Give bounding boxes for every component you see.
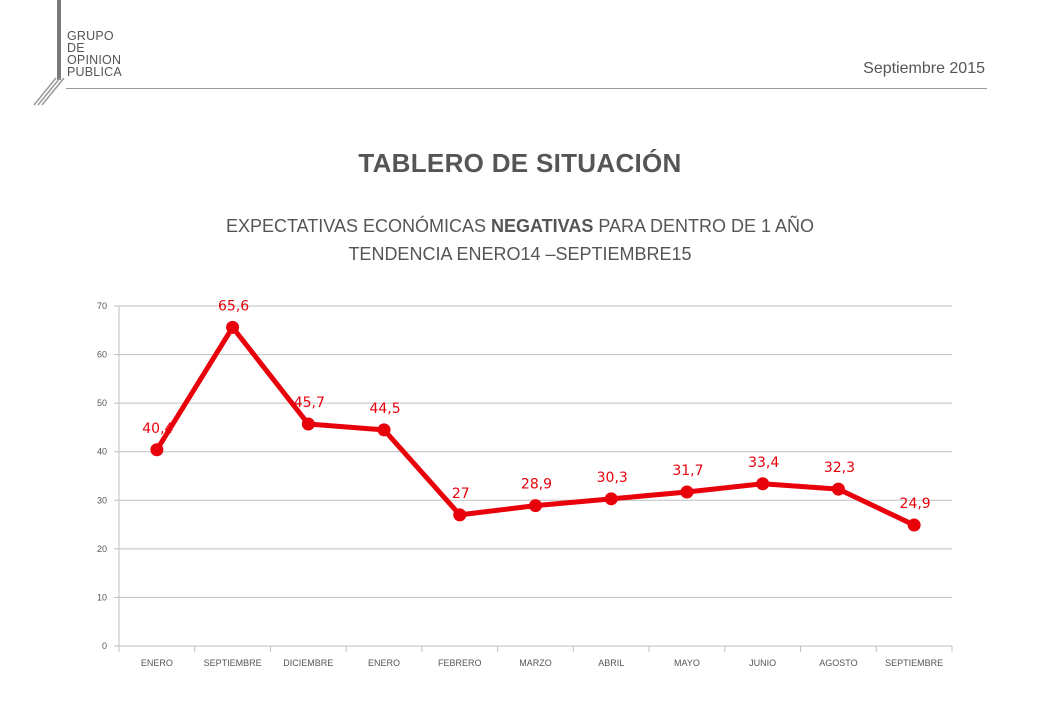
logo-mark — [33, 0, 65, 106]
subtitle-line-2: TENDENCIA ENERO14 –SEPTIEMBRE15 — [348, 244, 692, 264]
x-tick-label: AGOSTO — [819, 658, 857, 668]
x-tick-label: ENERO — [368, 658, 400, 668]
data-label: 65,6 — [218, 298, 249, 314]
x-tick-label: MARZO — [519, 658, 552, 668]
data-label: 27 — [452, 486, 470, 502]
data-label: 44,5 — [369, 401, 400, 417]
data-point — [377, 423, 391, 437]
data-point — [150, 443, 164, 457]
header-divider — [66, 88, 987, 89]
data-label: 28,9 — [521, 477, 552, 493]
data-point — [453, 508, 467, 522]
subtitle-text: EXPECTATIVAS ECONÓMICAS — [225, 216, 491, 236]
x-tick-label: JUNIO — [749, 658, 776, 668]
header-date: Septiembre 2015 — [863, 60, 985, 77]
x-tick-label: DICIEMBRE — [283, 658, 333, 668]
logo-text: GRUPO DE OPINION PUBLICA — [67, 29, 122, 79]
y-tick-label: 50 — [97, 398, 107, 408]
data-label: 30,3 — [597, 470, 628, 486]
data-point — [529, 499, 542, 513]
data-point — [680, 485, 694, 499]
data-label: 40,4 — [142, 421, 173, 437]
x-tick-label: MAYO — [674, 658, 700, 668]
x-tick-label: SEPTIEMBRE — [204, 658, 262, 668]
logo-line: DE — [67, 41, 85, 55]
data-point — [301, 417, 315, 431]
subtitle-emphasis: NEGATIVAS — [490, 216, 594, 236]
logo-line: PUBLICA — [67, 65, 122, 79]
y-tick-label: 20 — [97, 544, 107, 554]
data-point — [907, 518, 921, 532]
page-title: TABLERO DE SITUACIÓN — [358, 148, 682, 178]
y-tick-label: 40 — [97, 447, 107, 457]
y-tick-label: 10 — [97, 592, 107, 602]
subtitle-text: PARA DENTRO DE 1 AÑO — [593, 216, 815, 236]
data-label: 33,4 — [748, 455, 779, 471]
subtitle-line-1: EXPECTATIVAS ECONÓMICAS NEGATIVAS PARA D… — [0, 212, 1040, 240]
data-label: 32,3 — [824, 460, 855, 476]
logo-line: OPINION — [67, 53, 122, 67]
chart-subtitle: EXPECTATIVAS ECONÓMICAS NEGATIVAS PARA D… — [0, 212, 1040, 268]
x-tick-label: SEPTIEMBRE — [885, 658, 943, 668]
data-point — [604, 492, 618, 506]
data-label: 45,7 — [294, 395, 325, 411]
y-tick-label: 60 — [97, 350, 107, 360]
logo-line: GRUPO — [67, 29, 114, 43]
x-tick-label: ABRIL — [598, 658, 624, 668]
data-point — [831, 482, 845, 496]
x-tick-label: ENERO — [141, 658, 173, 668]
y-tick-label: 70 — [97, 301, 107, 311]
y-tick-label: 30 — [97, 495, 107, 505]
x-tick-label: FEBRERO — [438, 658, 482, 668]
data-label: 24,9 — [900, 496, 931, 512]
series-line — [154, 324, 916, 528]
data-label: 31,7 — [672, 463, 703, 479]
y-tick-label: 0 — [102, 641, 107, 651]
data-point — [226, 320, 240, 334]
data-point — [756, 477, 770, 491]
